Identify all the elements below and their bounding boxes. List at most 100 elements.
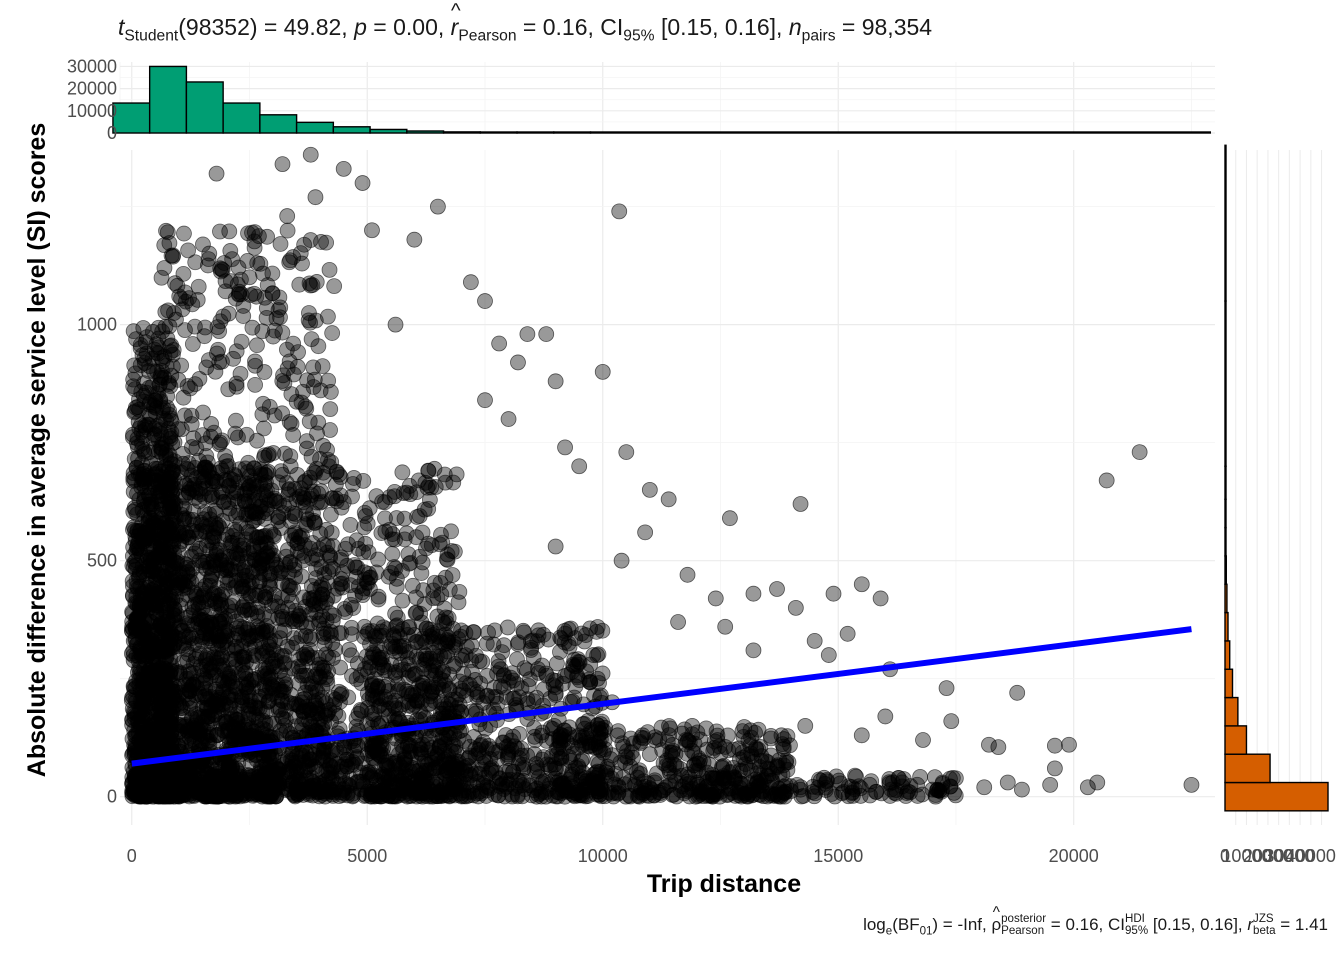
data-point [160, 518, 177, 535]
data-point [477, 293, 493, 309]
data-point [280, 482, 297, 498]
data-point [256, 449, 272, 466]
top-histogram-bar [553, 131, 592, 134]
data-point [416, 782, 433, 799]
data-point [232, 365, 249, 382]
data-point [530, 622, 547, 639]
data-point [430, 198, 446, 215]
data-point [138, 384, 155, 401]
data-point [637, 524, 654, 541]
data-point [184, 535, 201, 552]
data-point [136, 473, 153, 489]
data-point [490, 653, 507, 670]
data-point [769, 581, 785, 597]
data-point [825, 585, 842, 602]
data-point [253, 467, 269, 483]
data-point [820, 647, 837, 663]
data-point [197, 672, 214, 689]
data-point [661, 727, 678, 744]
top-histogram-y-tick: 20000 [67, 79, 117, 99]
data-point [660, 491, 677, 508]
data-point [166, 600, 183, 617]
data-point [419, 756, 436, 773]
data-point [221, 760, 238, 777]
top-histogram-y-tick: 30000 [67, 56, 117, 76]
data-point [662, 744, 679, 761]
top-histogram-bar [259, 114, 298, 134]
data-point [574, 751, 591, 768]
data-point [153, 556, 170, 573]
data-point [322, 422, 338, 438]
data-point [176, 225, 192, 242]
data-point [806, 633, 823, 649]
data-point [189, 637, 206, 653]
data-point [745, 786, 762, 803]
data-point [570, 651, 586, 668]
data-point [401, 618, 418, 635]
data-point [246, 638, 263, 654]
top-histogram-bar [222, 102, 261, 134]
data-point [171, 288, 188, 305]
data-point [347, 559, 364, 576]
data-point [439, 546, 456, 563]
data-point [337, 604, 354, 621]
data-point [288, 635, 305, 651]
data-point [245, 541, 262, 558]
data-point [220, 305, 237, 322]
data-point [464, 703, 480, 720]
data-point [288, 393, 305, 410]
data-point [302, 615, 319, 632]
data-point [722, 510, 738, 527]
data-point [338, 747, 355, 763]
data-point [313, 234, 329, 250]
data-point [166, 775, 183, 792]
data-point [324, 635, 341, 651]
data-point [214, 648, 230, 665]
data-point [835, 783, 852, 800]
data-point [302, 146, 319, 163]
data-point [153, 367, 169, 384]
data-point [385, 741, 401, 758]
data-point [228, 412, 244, 429]
data-point [418, 620, 435, 637]
data-point [307, 312, 324, 329]
data-point [154, 542, 170, 559]
data-point [839, 625, 856, 642]
data-point [549, 655, 565, 672]
data-point [641, 481, 658, 498]
data-point [496, 637, 512, 654]
top-histogram-bar [332, 126, 371, 134]
data-point [256, 420, 272, 437]
data-point [234, 578, 250, 595]
data-point [346, 470, 362, 486]
data-point [347, 587, 363, 604]
data-point [136, 355, 153, 371]
data-point [208, 165, 225, 182]
data-point [679, 566, 696, 583]
data-point [190, 571, 206, 588]
data-point [435, 705, 451, 722]
data-point [560, 621, 577, 638]
data-point [153, 496, 170, 513]
data-point [166, 453, 183, 470]
data-point [322, 401, 339, 418]
data-point [363, 770, 379, 787]
data-point [164, 435, 181, 452]
data-point [227, 678, 244, 695]
data-point [290, 344, 306, 361]
data-point [354, 175, 371, 191]
data-point [394, 592, 411, 609]
data-point [159, 481, 176, 498]
data-point [554, 675, 571, 692]
data-point [183, 407, 200, 424]
data-point [481, 765, 497, 782]
data-point [214, 432, 230, 449]
data-point [387, 316, 404, 333]
data-point [249, 608, 266, 625]
data-point [609, 727, 626, 744]
data-point [343, 647, 360, 664]
data-point [125, 688, 142, 705]
top-histogram-y-tick: 10000 [67, 101, 117, 121]
data-point [125, 652, 142, 669]
data-point [491, 335, 508, 352]
